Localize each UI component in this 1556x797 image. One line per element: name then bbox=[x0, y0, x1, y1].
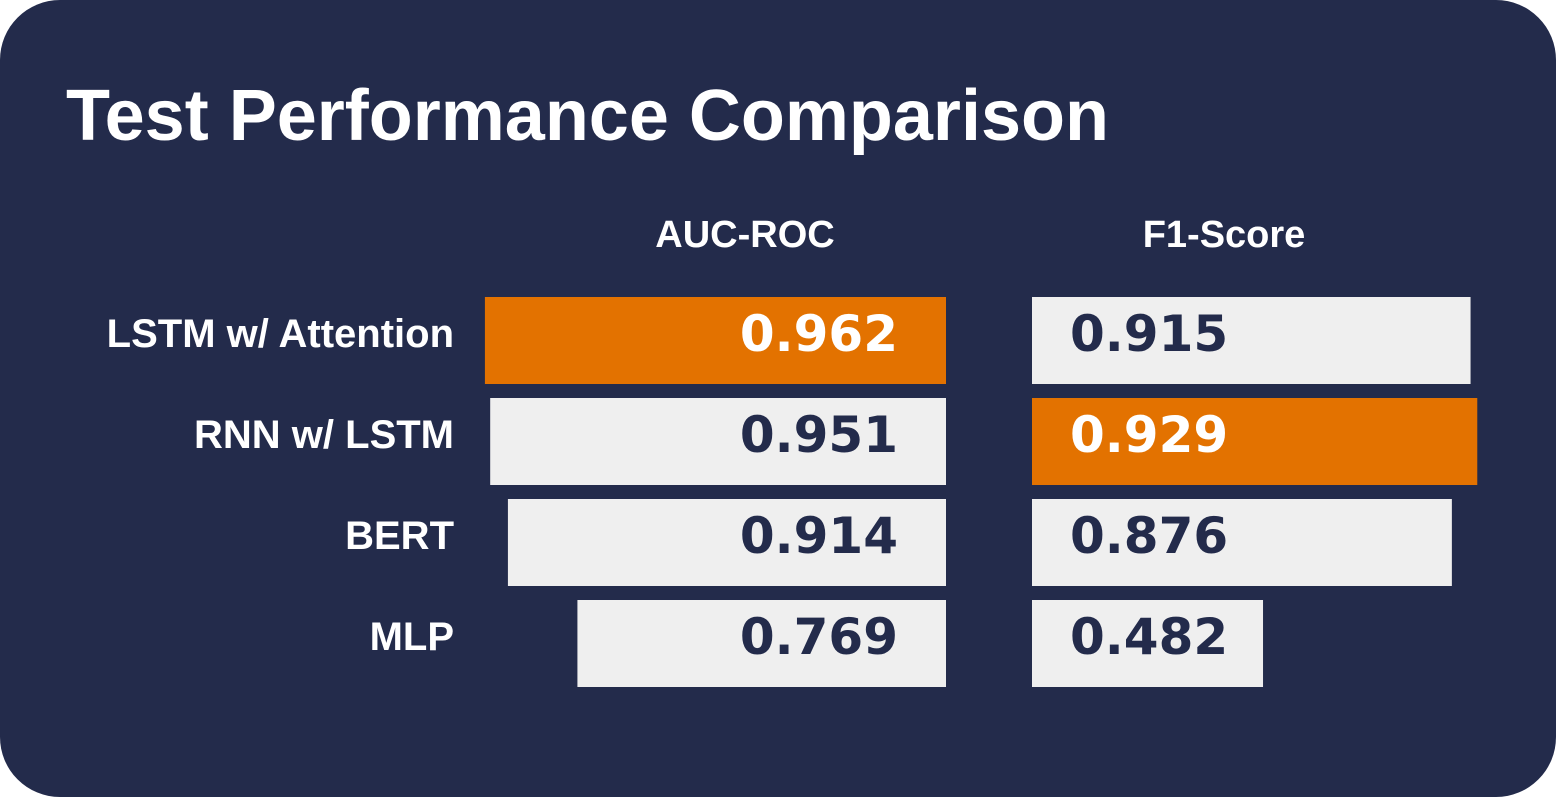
value-label-f1-score-3: 0.482 bbox=[1070, 608, 1228, 666]
value-label-f1-score-0: 0.915 bbox=[1070, 305, 1228, 363]
value-labels: 0.962 0.951 0.914 0.769 0.915 0.929 0.876 0.482 bbox=[740, 305, 1228, 666]
value-label-auc-roc-2: 0.914 bbox=[740, 507, 898, 565]
bar-auc-roc-3 bbox=[577, 600, 946, 687]
bar-auc-roc-1 bbox=[490, 398, 946, 485]
bar-f1-score-2 bbox=[1032, 499, 1452, 586]
value-label-f1-score-1: 0.929 bbox=[1070, 406, 1228, 464]
value-label-f1-score-2: 0.876 bbox=[1070, 507, 1228, 565]
bar-auc-roc-2 bbox=[507, 499, 946, 586]
bar-f1-score-1 bbox=[1032, 398, 1478, 485]
bar-f1-score-0 bbox=[1032, 297, 1471, 384]
row-label: RNN w/ LSTM bbox=[194, 413, 454, 457]
bar-f1-score-3 bbox=[1032, 600, 1264, 687]
row-labels: LSTM w/ Attention RNN w/ LSTM BERT MLP bbox=[107, 312, 454, 659]
column-header-auc-roc: AUC-ROC bbox=[655, 214, 834, 256]
value-label-auc-roc-0: 0.962 bbox=[740, 305, 898, 363]
column-headers: AUC-ROC F1-Score bbox=[655, 214, 1305, 256]
column-header-f1-score: F1-Score bbox=[1143, 214, 1306, 256]
row-label: LSTM w/ Attention bbox=[107, 312, 454, 356]
row-label: BERT bbox=[345, 514, 454, 558]
chart-title: Test Performance Comparison bbox=[66, 76, 1109, 156]
value-label-auc-roc-3: 0.769 bbox=[740, 608, 898, 666]
value-label-auc-roc-1: 0.951 bbox=[740, 406, 898, 464]
bar-auc-roc-0 bbox=[484, 297, 946, 384]
row-label: MLP bbox=[370, 615, 454, 659]
bars bbox=[484, 297, 1478, 687]
